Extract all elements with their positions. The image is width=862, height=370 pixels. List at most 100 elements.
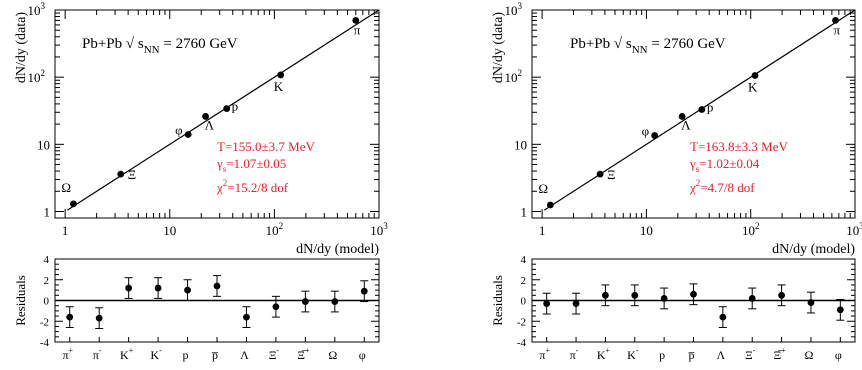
point-label: Ξ: [607, 167, 615, 182]
x-axis-title: dN/dy (model): [296, 242, 379, 257]
residual-category-label: Ω: [804, 348, 813, 362]
data-point: [751, 72, 759, 79]
data-point: [832, 17, 839, 24]
residual-category-label: Ξ̅+: [773, 346, 786, 362]
main-plot-frame: [531, 9, 856, 219]
y-tick-label: 103: [28, 1, 46, 18]
residual-category-superscript: +: [605, 346, 610, 355]
fit-gamma: γs=1.07±0.05: [216, 156, 286, 174]
right-panel: 1 10 102 103 1 10 102 103 dN/dy (model) dN/dy (da…: [490, 1, 862, 362]
data-point: [202, 113, 209, 120]
data-point: [184, 131, 192, 138]
residual-point: [690, 290, 697, 298]
data-point: [117, 170, 125, 178]
y-tick-label: 1: [521, 204, 528, 219]
point-label: Ω: [538, 181, 548, 196]
point-label: K: [274, 79, 284, 94]
residual-point: [66, 313, 74, 321]
residual-category-label: p̅: [211, 348, 219, 362]
residual-point: [272, 303, 280, 311]
x-tick-label: 102: [266, 221, 284, 238]
residual-y-tick-label: -2: [517, 316, 526, 328]
fit-gamma-value: =1.02±0.04: [699, 156, 759, 171]
residual-category-label: K-: [150, 346, 162, 362]
fit-chi2: χ2=15.2/8 dof: [216, 178, 289, 195]
point-label: K: [748, 79, 758, 94]
residual-point: [360, 287, 368, 295]
residual-category-label: p: [183, 348, 189, 362]
residual-category-label: π+: [539, 346, 550, 362]
residual-category-label: Λ: [240, 348, 249, 362]
residual-category-label: Λ: [717, 348, 726, 362]
residual-category-label: K+: [597, 346, 611, 362]
residual-point: [719, 313, 727, 321]
fit-gamma-subscript: s: [223, 164, 227, 174]
y-tick-exponent: 2: [41, 68, 46, 78]
residual-category-superscript: -: [159, 346, 162, 355]
residual-y-tick-label: 0: [44, 296, 50, 308]
fit-gamma-subscript: s: [696, 164, 700, 174]
residual-point: [543, 300, 551, 308]
residual-y-tick-label: -2: [40, 316, 49, 328]
residual-point: [154, 284, 162, 292]
y-tick-exponent: 3: [41, 1, 46, 11]
residual-category-superscript: -: [636, 346, 639, 355]
residual-category-superscript: +: [781, 346, 786, 355]
x-tick-label: 1: [62, 223, 69, 238]
residual-category-label: Ξ-: [269, 346, 280, 362]
plot-title-rest: = 2760 GeV: [160, 36, 238, 52]
x-tick-label: 103: [846, 221, 862, 238]
data-point: [678, 113, 686, 120]
residual-y-tick-label: 2: [44, 275, 50, 287]
y-tick-label: 103: [505, 1, 523, 18]
residual-category-superscript: +: [69, 346, 74, 355]
fit-chi2-superscript: 2: [696, 178, 701, 188]
residual-point: [95, 314, 103, 322]
residual-point: [631, 291, 639, 299]
x-tick-label: 10: [163, 223, 176, 238]
data-point: [70, 200, 77, 208]
residual-category-label: φ: [359, 348, 366, 362]
data-point: [651, 132, 659, 139]
residual-point: [807, 299, 815, 306]
y-tick-exponent: 2: [518, 68, 523, 78]
fit-chi2: χ2=4.7/8 dof: [689, 178, 755, 195]
x-tick-exponent: 3: [859, 221, 862, 231]
data-point: [277, 71, 285, 79]
point-label: Ξ: [128, 167, 136, 182]
plot-title: Pb+Pb √ sNN = 2760 GeV: [570, 36, 726, 56]
residual-category-label: K+: [120, 346, 134, 362]
data-point: [546, 201, 554, 209]
data-point: [596, 170, 604, 178]
data-point: [352, 17, 360, 24]
data-point: [698, 106, 706, 113]
y-axis-title: dN/dy (data): [491, 12, 506, 83]
y-tick-label: 1: [44, 204, 51, 219]
plot-title: Pb+Pb √ sNN = 2760 GeV: [82, 36, 238, 56]
residual-y-tick-label: -4: [517, 337, 527, 349]
y-axis-title: dN/dy (data): [14, 12, 29, 83]
residual-point: [125, 284, 133, 292]
residual-point: [660, 295, 668, 302]
residuals-axis-title: Residuals: [490, 275, 505, 326]
y-tick-label: 102: [28, 68, 46, 85]
point-label: π: [354, 22, 361, 37]
x-tick-label: 102: [742, 221, 760, 238]
main-plot-frame: [54, 9, 380, 219]
point-label: φ: [175, 123, 183, 138]
fit-chi2-value: =15.2/8 dof: [227, 180, 288, 195]
y-tick-label: 102: [505, 68, 523, 85]
point-label: φ: [642, 124, 650, 139]
left-panel: 1 10 102 103 1 10 102 103 dN/dy (model) dN/dy (da…: [13, 1, 388, 362]
y-tick-exponent: 3: [518, 1, 523, 11]
residual-point: [184, 286, 191, 294]
residual-category-label: π-: [570, 346, 579, 362]
x-tick-exponent: 2: [279, 221, 284, 231]
residual-category-label: p̅: [687, 348, 695, 362]
residual-category-superscript: -: [99, 346, 102, 355]
residual-y-tick-label: 0: [521, 296, 527, 308]
residual-category-label: π-: [93, 346, 102, 362]
plot-title-subscript: NN: [632, 44, 648, 56]
residual-y-tick-label: 2: [521, 275, 527, 287]
residual-category-superscript: +: [305, 346, 310, 355]
